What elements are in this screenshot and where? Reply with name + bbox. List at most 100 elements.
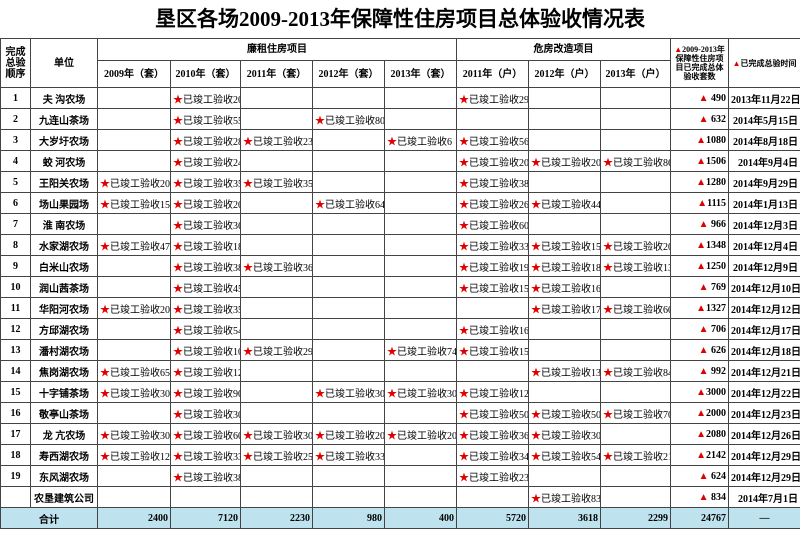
acceptance-cell: ★已竣工验收600 bbox=[599, 297, 672, 319]
column-header: 2012年（户） bbox=[528, 60, 601, 88]
marker-icon: ★ bbox=[100, 241, 110, 253]
acceptance-cell: ★已竣工验收475 bbox=[97, 234, 171, 256]
acceptance-cell bbox=[599, 171, 672, 193]
marker-icon: ★ bbox=[459, 283, 469, 295]
row-number: 6 bbox=[0, 192, 31, 214]
acceptance-cell: ★已竣工验收350 bbox=[170, 171, 241, 193]
completion-time: 2014年12月22日 bbox=[728, 381, 800, 403]
marker-icon: ★ bbox=[173, 199, 183, 211]
total-value: 5720 bbox=[456, 507, 529, 529]
acceptance-cell: ★已竣工验收190 bbox=[456, 255, 529, 277]
acceptance-cell: ★已竣工验收290 bbox=[456, 87, 529, 109]
header-time: ▲已完成总验时间 bbox=[728, 38, 800, 88]
marker-icon: ★ bbox=[531, 367, 541, 379]
acceptance-cell bbox=[97, 486, 171, 508]
acceptance-cell bbox=[312, 360, 385, 382]
acceptance-cell: ★已竣工验收84 bbox=[599, 360, 672, 382]
acceptance-cell bbox=[528, 465, 601, 487]
row-number: 11 bbox=[0, 297, 31, 319]
row-number bbox=[0, 486, 31, 508]
column-header: 2013年（套） bbox=[384, 60, 457, 88]
column-header: 2013年（户） bbox=[599, 60, 672, 88]
marker-icon: ▲ bbox=[696, 449, 707, 461]
marker-icon: ★ bbox=[173, 304, 183, 316]
acceptance-cell: ★已竣工验收280 bbox=[170, 129, 241, 151]
marker-icon: ★ bbox=[603, 409, 613, 421]
acceptance-cell bbox=[599, 486, 672, 508]
acceptance-cell: ★已竣工验收240 bbox=[170, 150, 241, 172]
acceptance-cell: ★已竣工验收80 bbox=[312, 108, 385, 130]
acceptance-cell bbox=[599, 192, 672, 214]
acceptance-cell: ★已竣工验收130 bbox=[528, 360, 601, 382]
acceptance-cell: ★已竣工验收600 bbox=[456, 213, 529, 235]
unit-name: 十字铺茶场 bbox=[30, 381, 98, 403]
acceptance-cell bbox=[312, 276, 385, 298]
marker-icon: ★ bbox=[531, 262, 541, 274]
acceptance-cell bbox=[384, 171, 457, 193]
acceptance-cell: ★已竣工验收300 bbox=[170, 402, 241, 424]
completion-time: 2014年12月12日 bbox=[728, 297, 800, 319]
acceptance-cell bbox=[384, 192, 457, 214]
total-sets: ▲ 834 bbox=[670, 486, 730, 508]
acceptance-cell bbox=[456, 297, 529, 319]
marker-icon: ▲ bbox=[696, 386, 707, 398]
unit-name: 农垦建筑公司 bbox=[30, 486, 98, 508]
header-unit: 单位 bbox=[30, 38, 98, 88]
acceptance-cell bbox=[528, 87, 601, 109]
acceptance-cell: ★已竣工验收150 bbox=[456, 276, 529, 298]
marker-icon: ▲ bbox=[696, 302, 707, 314]
acceptance-cell: ★已竣工验收353 bbox=[170, 297, 241, 319]
marker-icon: ★ bbox=[459, 430, 469, 442]
acceptance-cell bbox=[240, 402, 313, 424]
marker-icon: ★ bbox=[315, 430, 325, 442]
acceptance-cell bbox=[528, 381, 601, 403]
marker-icon: ★ bbox=[459, 178, 469, 190]
acceptance-cell bbox=[384, 318, 457, 340]
unit-name: 水家湖农场 bbox=[30, 234, 98, 256]
acceptance-cell bbox=[384, 255, 457, 277]
completion-time: 2014年12月4日 bbox=[728, 234, 800, 256]
marker-icon: ★ bbox=[173, 430, 183, 442]
acceptance-cell: ★已竣工验收100 bbox=[170, 339, 241, 361]
completion-time: 2014年12月21日 bbox=[728, 360, 800, 382]
marker-icon: ★ bbox=[459, 409, 469, 421]
marker-icon: ▲ bbox=[698, 365, 709, 377]
unit-name: 方邱湖农场 bbox=[30, 318, 98, 340]
total-sets: ▲1280 bbox=[670, 171, 730, 193]
column-header: 2011年（户） bbox=[456, 60, 529, 88]
acceptance-cell: ★已竣工验收900 bbox=[170, 381, 241, 403]
marker-icon: ▲ bbox=[696, 407, 707, 419]
marker-icon: ★ bbox=[173, 346, 183, 358]
row-number: 3 bbox=[0, 129, 31, 151]
marker-icon: ★ bbox=[531, 241, 541, 253]
acceptance-cell bbox=[97, 276, 171, 298]
acceptance-cell bbox=[599, 423, 672, 445]
row-number: 13 bbox=[0, 339, 31, 361]
marker-icon: ★ bbox=[315, 199, 325, 211]
acceptance-cell bbox=[240, 297, 313, 319]
marker-icon: ★ bbox=[531, 451, 541, 463]
marker-icon: ★ bbox=[531, 157, 541, 169]
acceptance-cell bbox=[384, 234, 457, 256]
acceptance-cell: ★已竣工验收20 bbox=[384, 423, 457, 445]
acceptance-cell bbox=[312, 255, 385, 277]
acceptance-cell bbox=[240, 486, 313, 508]
acceptance-cell: ★已竣工验收200 bbox=[170, 87, 241, 109]
acceptance-cell: ★已竣工验收340 bbox=[456, 444, 529, 466]
acceptance-cell bbox=[312, 402, 385, 424]
acceptance-cell bbox=[528, 108, 601, 130]
row-number: 4 bbox=[0, 150, 31, 172]
acceptance-cell: ★已竣工验收187 bbox=[170, 234, 241, 256]
acceptance-cell bbox=[528, 213, 601, 235]
completion-time: 2014年12月26日 bbox=[728, 423, 800, 445]
completion-time: 2013年11月22日 bbox=[728, 87, 800, 109]
marker-icon: ★ bbox=[315, 115, 325, 127]
total-sets: ▲ 769 bbox=[670, 276, 730, 298]
acceptance-cell: ★已竣工验收336 bbox=[312, 444, 385, 466]
marker-icon: ▲ bbox=[698, 323, 709, 335]
table-row: 9白米山农场★已竣工验收380★已竣工验收367★已竣工验收190★已竣工验收1… bbox=[0, 255, 800, 277]
unit-name: 润山茜茶场 bbox=[30, 276, 98, 298]
acceptance-cell: ★已竣工验收300 bbox=[528, 423, 601, 445]
total-sets: ▲ 992 bbox=[670, 360, 730, 382]
